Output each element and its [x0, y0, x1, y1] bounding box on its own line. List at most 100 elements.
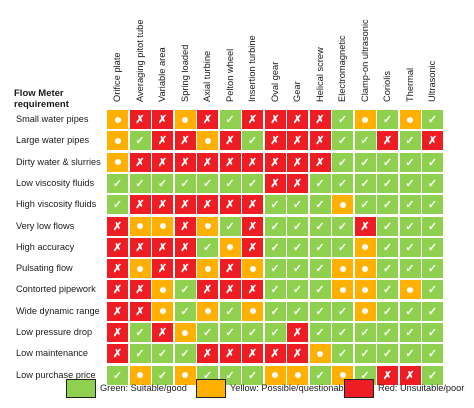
cross-icon: ✗ [292, 327, 303, 339]
check-icon: ✓ [360, 199, 370, 212]
cross-icon: ✗ [427, 135, 438, 148]
matrix-cell: ✓ [197, 173, 218, 193]
check-icon: ✓ [292, 199, 303, 212]
matrix-cell: ✓ [399, 344, 421, 364]
check-icon: ✓ [427, 177, 438, 190]
cross-icon: ✗ [405, 369, 415, 382]
check-icon: ✓ [315, 199, 325, 212]
check-icon: ✓ [225, 369, 235, 382]
matrix-cell: ✓ [129, 323, 151, 342]
column-header: Coriolis [382, 71, 392, 102]
check-icon: ✓ [382, 305, 393, 318]
matrix-cell: ✓ [264, 237, 286, 257]
matrix-cell [107, 110, 128, 129]
cross-icon: ✗ [270, 114, 280, 126]
dot-icon [362, 308, 368, 315]
check-icon: ✓ [315, 327, 325, 339]
dot-icon [407, 286, 413, 293]
matrix-cell [242, 259, 263, 279]
matrix-cell [129, 365, 151, 385]
column-header: Electromagnetic [337, 35, 347, 102]
matrix-cell: ✓ [309, 301, 331, 321]
dot-icon [159, 286, 166, 293]
matrix-cell: ✓ [219, 173, 241, 193]
matrix-cell: ✗ [174, 237, 196, 257]
dot-icon [137, 265, 143, 272]
cross-icon: ✗ [135, 199, 145, 212]
check-icon: ✓ [337, 156, 348, 169]
matrix-cell: ✓ [422, 173, 443, 193]
matrix-cell: ✓ [354, 173, 376, 193]
dot-icon [339, 265, 346, 272]
check-icon: ✓ [225, 305, 235, 318]
check-icon: ✓ [427, 327, 438, 339]
check-icon: ✓ [405, 220, 415, 233]
matrix-cell [129, 216, 151, 236]
check-icon: ✓ [225, 114, 235, 126]
matrix-cell [264, 365, 286, 385]
matrix-cell: ✓ [377, 344, 398, 364]
dot-icon [339, 372, 346, 379]
check-icon: ✓ [427, 156, 438, 169]
check-icon: ✓ [337, 114, 348, 126]
cross-icon: ✗ [270, 348, 280, 361]
matrix-cell [174, 323, 196, 342]
check-icon: ✓ [382, 284, 393, 297]
matrix-cell: ✗ [107, 237, 128, 257]
check-icon: ✓ [360, 327, 370, 339]
cross-icon: ✗ [225, 348, 235, 361]
cross-icon: ✗ [225, 199, 235, 212]
cross-icon: ✗ [225, 135, 235, 148]
check-icon: ✓ [270, 199, 280, 212]
matrix-cell: ✓ [309, 365, 331, 385]
dot-icon [137, 223, 143, 229]
matrix-cell: ✓ [264, 301, 286, 321]
matrix-cell: ✗ [242, 344, 263, 364]
matrix-cell: ✗ [287, 173, 308, 193]
matrix-cell: ✓ [422, 365, 443, 385]
matrix-cell: ✓ [332, 344, 353, 364]
legend-item: Red: Unsuitable/poor [344, 378, 464, 398]
check-icon: ✓ [315, 263, 325, 276]
check-icon: ✓ [427, 199, 438, 212]
matrix-cell: ✓ [354, 131, 376, 151]
matrix-cell: ✗ [197, 344, 218, 364]
matrix-cell: ✗ [107, 259, 128, 279]
matrix-cell: ✓ [287, 216, 308, 236]
cross-icon: ✗ [135, 241, 145, 254]
dot-icon [407, 116, 413, 123]
matrix-cell [197, 301, 218, 321]
check-icon: ✓ [247, 177, 258, 190]
matrix-cell: ✓ [174, 280, 196, 300]
matrix-cell: ✓ [422, 110, 443, 129]
column-header: Helical screw [314, 47, 325, 102]
check-icon: ✓ [180, 177, 190, 190]
matrix-cell: ✗ [129, 237, 151, 257]
row-label: Low viscosity fluids [16, 177, 95, 188]
column-header: Oval gear [269, 61, 280, 102]
legend-swatch [66, 378, 96, 398]
cross-icon: ✗ [225, 263, 235, 276]
check-icon: ✓ [247, 327, 258, 339]
check-icon: ✓ [202, 241, 213, 254]
matrix-cell: ✗ [354, 216, 376, 236]
dot-icon [114, 159, 121, 166]
legend-label: Green: Suitable/good [100, 383, 187, 393]
matrix-title: Flow Meter requirement [14, 88, 69, 110]
cross-icon: ✗ [315, 135, 325, 148]
matrix-cell [174, 110, 196, 129]
check-icon: ✓ [247, 135, 258, 148]
column-header: Variable area [157, 47, 167, 102]
legend-item: Green: Suitable/good [66, 378, 187, 398]
matrix-cell: ✓ [287, 280, 308, 300]
matrix-cell: ✓ [219, 323, 241, 342]
check-icon: ✓ [157, 348, 168, 361]
matrix-cell: ✓ [107, 173, 128, 193]
matrix-cell: ✓ [354, 323, 376, 342]
dot-icon [137, 372, 143, 379]
matrix-cell: ✓ [242, 323, 263, 342]
check-icon: ✓ [270, 241, 280, 254]
cross-icon: ✗ [157, 135, 168, 148]
row-label: Contorted pipework [16, 284, 96, 295]
check-icon: ✓ [270, 220, 280, 233]
